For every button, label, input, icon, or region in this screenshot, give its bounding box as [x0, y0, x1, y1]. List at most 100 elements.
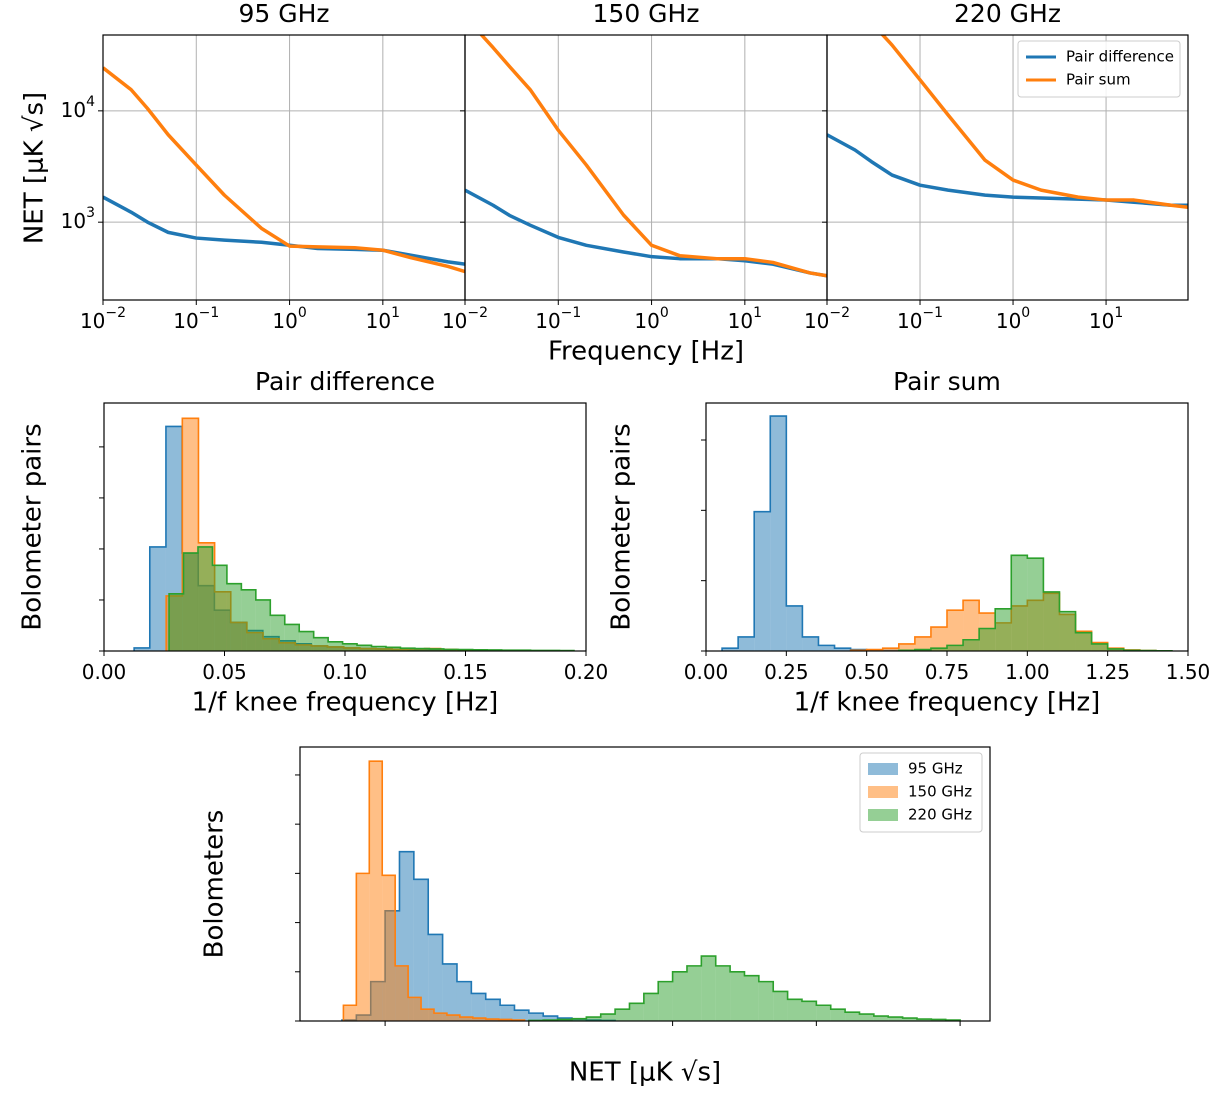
tick-label-base: 10 [1089, 309, 1114, 333]
histogram-bar [744, 975, 759, 1021]
tick-label-base: 10 [366, 309, 391, 333]
tick-label: 10−1 [535, 305, 581, 333]
tick-label: 101 [728, 305, 762, 333]
y-axis-label: Bolometer pairs [18, 423, 48, 630]
histogram-bar [963, 600, 980, 651]
histogram-bar [1107, 648, 1124, 651]
tick-label: 100 [634, 305, 668, 333]
histogram-bar [395, 965, 409, 1021]
x-axis-label: Frequency [Hz] [548, 337, 744, 367]
histogram-bar [500, 1005, 515, 1021]
plot-area [103, 35, 465, 300]
histogram-bar [414, 648, 430, 651]
series-line [103, 195, 465, 266]
axes-frame [299, 746, 991, 1022]
legend-swatch [868, 763, 898, 775]
tick-label-exponent: 4 [86, 94, 95, 110]
tick-label-exponent: −1 [561, 305, 582, 321]
y-axis-label: Bolometer pairs [607, 423, 637, 630]
histogram-bar [356, 873, 370, 1021]
histogram-bar [916, 1019, 932, 1021]
histogram-bar [459, 1017, 473, 1021]
histogram-bar [342, 643, 358, 651]
legend-label: 220 GHz [908, 806, 972, 824]
plot-area [721, 415, 1173, 651]
tick-label-base: 10 [535, 309, 560, 333]
legend-label: Pair difference [1066, 48, 1174, 66]
histogram-bar [226, 583, 242, 651]
histogram-bar [830, 1009, 846, 1021]
tick-label: 0.20 [564, 660, 609, 684]
tick-label: 0.00 [82, 660, 127, 684]
histogram-bar [834, 648, 851, 651]
tick-label-base: 0.20 [564, 660, 609, 684]
axes-frame [826, 34, 1189, 301]
tick-label: 10−2 [80, 305, 126, 333]
legend-swatch [868, 809, 898, 821]
tick-label: 104 [61, 94, 95, 122]
tick-label: 10−1 [897, 305, 943, 333]
axes-frame [464, 34, 828, 301]
chart-title: 95 GHz [238, 0, 329, 28]
histogram-bar [1075, 632, 1092, 651]
histogram-bar [914, 636, 931, 651]
histogram-bar [816, 1005, 831, 1021]
tick-label-base: 10 [272, 309, 297, 333]
histogram-bar [413, 879, 429, 1021]
tick-label-base: 10 [634, 309, 659, 333]
tick-label-exponent: 0 [1021, 305, 1030, 321]
tick-label: 0.10 [323, 660, 368, 684]
histogram-bar [357, 645, 372, 651]
histogram-bar [255, 599, 271, 651]
histogram-bar [385, 647, 401, 651]
histogram-bar [643, 993, 659, 1021]
legend-label: 150 GHz [908, 783, 972, 801]
plot-area [465, 35, 827, 300]
histogram-bar [571, 1018, 587, 1021]
histogram-bar [400, 648, 415, 651]
tick-label-exponent: −2 [467, 305, 488, 321]
histogram-outline [168, 546, 575, 651]
tick-label: 0.15 [443, 660, 488, 684]
histogram-bar [600, 1014, 616, 1021]
histogram-bar [446, 1015, 460, 1021]
histogram-bar [456, 981, 472, 1021]
histogram-bar [658, 981, 673, 1021]
histogram-bar [284, 624, 300, 651]
tick-label-base: 1.00 [1005, 660, 1050, 684]
histogram-bar [134, 647, 150, 651]
y-axis-label: NET [μK √s] [20, 92, 50, 244]
histogram-bar [1027, 558, 1044, 651]
tick-label-base: 10 [442, 309, 467, 333]
histogram-bar [1043, 591, 1060, 651]
histogram-bar [382, 875, 396, 1021]
tick-label-base: 0.25 [764, 660, 809, 684]
histogram-outline [898, 554, 1173, 651]
histogram-bar [963, 639, 980, 651]
tick-label-exponent: 1 [391, 305, 400, 321]
histogram-bar [183, 553, 198, 651]
tick-label-base: 0.05 [202, 660, 247, 684]
histogram-bar [241, 589, 256, 651]
histogram-bar [979, 628, 996, 651]
histogram-bar [882, 648, 899, 651]
histogram-bar [586, 1017, 601, 1021]
legend-label: 95 GHz [908, 760, 963, 778]
tick-label-exponent: 1 [1114, 305, 1123, 321]
histogram-bar [408, 997, 422, 1021]
tick-label: 100 [272, 305, 306, 333]
histogram-bar [758, 981, 774, 1021]
tick-label-base: 0.50 [844, 660, 889, 684]
tick-label-exponent: 0 [660, 305, 669, 321]
tick-label: 0.25 [764, 660, 809, 684]
tick-label-base: 0.00 [684, 660, 729, 684]
histogram-bar [701, 956, 716, 1021]
histogram-bar [898, 643, 915, 651]
tick-label-base: 10 [804, 309, 829, 333]
series-line [103, 66, 465, 274]
histogram-bar [995, 608, 1012, 651]
tick-label-exponent: 3 [86, 205, 95, 221]
histogram-bar [738, 636, 755, 651]
tick-label: 100 [996, 305, 1030, 333]
